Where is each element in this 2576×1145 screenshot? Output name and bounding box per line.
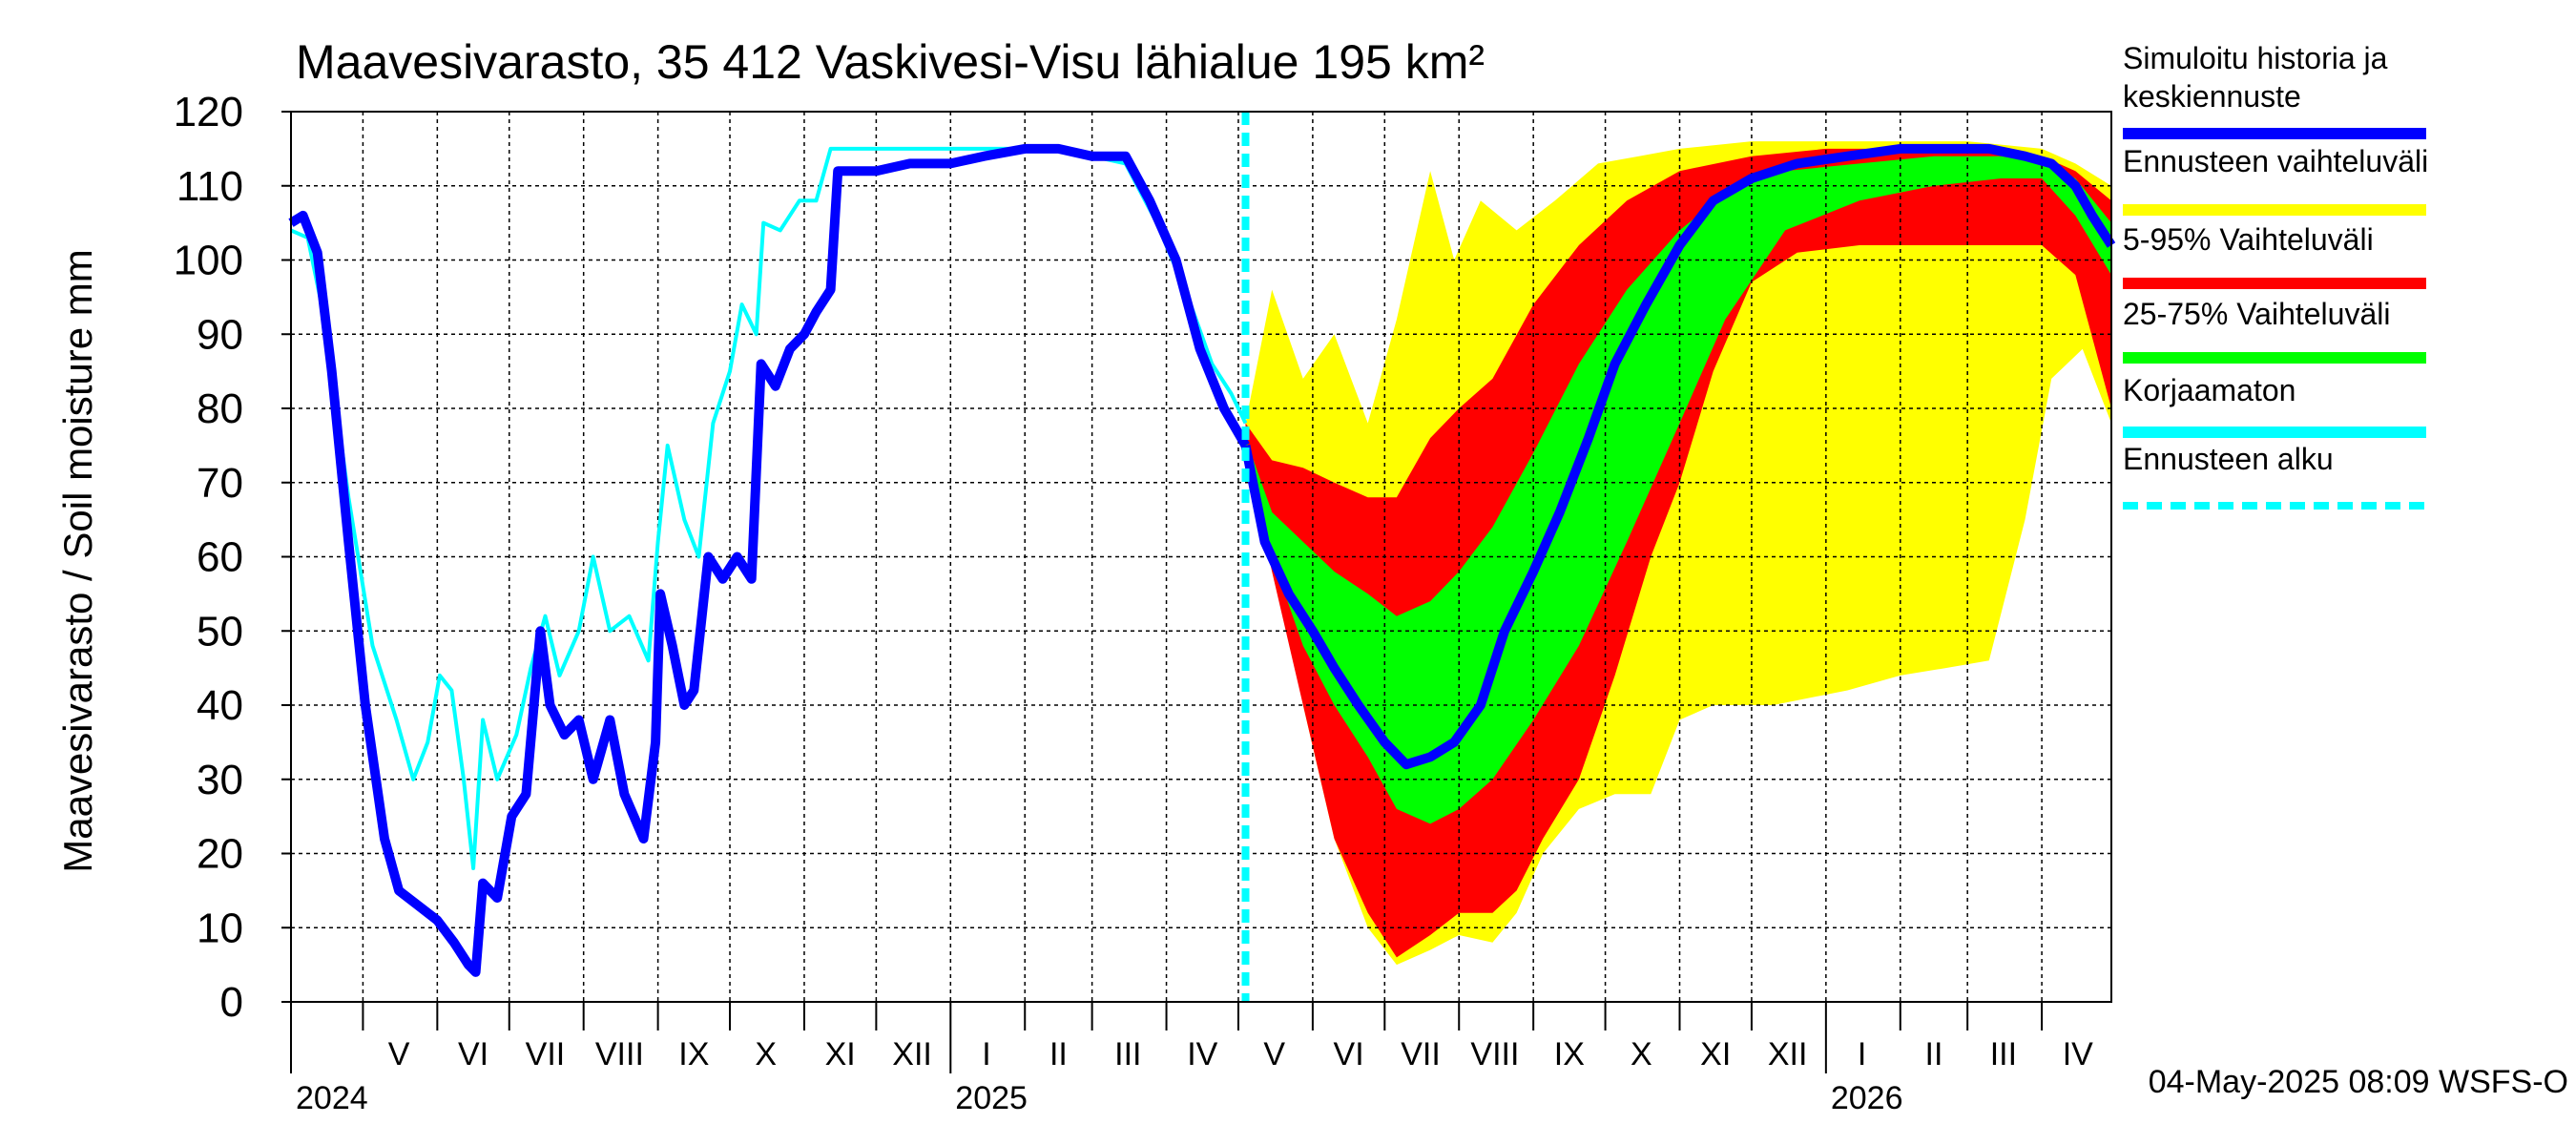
y-tick-label: 30: [197, 757, 243, 803]
legend-label: 5-95% Vaihteluväli: [2123, 222, 2374, 257]
month-label: II: [1049, 1036, 1068, 1072]
y-axis-label: Maavesivarasto / Soil moisture mm: [55, 249, 100, 873]
month-label: VII: [526, 1036, 566, 1072]
chart-title: Maavesivarasto, 35 412 Vaskivesi-Visu lä…: [296, 35, 1485, 89]
month-label: IX: [678, 1036, 709, 1072]
y-tick-label: 10: [197, 905, 243, 951]
year-label: 2026: [1831, 1080, 1903, 1116]
y-tick-label: 100: [174, 238, 243, 284]
month-label: VIII: [595, 1036, 644, 1072]
month-label: IX: [1554, 1036, 1585, 1072]
y-tick-label: 40: [197, 682, 243, 729]
month-label: I: [982, 1036, 990, 1072]
month-label: III: [1114, 1036, 1141, 1072]
grid-lines: [291, 112, 2111, 1002]
month-label: XII: [1768, 1036, 1808, 1072]
legend-label: keskiennuste: [2123, 79, 2301, 114]
y-tick-label: 120: [174, 89, 243, 135]
legend-label: Simuloitu historia ja: [2123, 41, 2388, 75]
month-label: III: [1990, 1036, 2017, 1072]
month-label: X: [1631, 1036, 1652, 1072]
month-label: XI: [825, 1036, 856, 1072]
y-tick-label: 0: [220, 979, 243, 1026]
x-axis: V VI VII VIII IX X XI XII I II III IV V VI VII VIII IX X X…: [290, 1002, 2093, 1116]
y-tick-label: 80: [197, 385, 243, 432]
legend-label: Korjaamaton: [2123, 373, 2296, 407]
month-label: V: [388, 1036, 410, 1072]
band-25-75-area: [1245, 156, 2111, 824]
median-forecast-line: [1240, 143, 2116, 770]
month-label: VIII: [1470, 1036, 1519, 1072]
month-label: X: [755, 1036, 777, 1072]
y-axis: 0 10 20 30 40 50 60 70 80 90 100 110 120: [174, 89, 291, 1026]
legend-label: 25-75% Vaihteluväli: [2123, 297, 2390, 331]
y-tick-label: 50: [197, 608, 243, 655]
y-tick-label: 110: [177, 163, 243, 210]
timestamp: 04-May-2025 08:09 WSFS-O: [2149, 1064, 2568, 1100]
month-label: V: [1263, 1036, 1285, 1072]
month-label: VII: [1401, 1036, 1441, 1072]
y-tick-label: 20: [197, 831, 243, 878]
month-label: VI: [1334, 1036, 1364, 1072]
uncorrected-line: [290, 146, 1248, 870]
month-label: II: [1925, 1036, 1943, 1072]
forecast-bands: [1245, 141, 2111, 966]
month-label: IV: [1187, 1036, 1217, 1072]
year-label: 2025: [955, 1080, 1028, 1116]
legend-label: Ennusteen vaihteluväli: [2123, 144, 2428, 178]
month-label: VI: [458, 1036, 488, 1072]
y-tick-label: 70: [197, 460, 243, 507]
series-lines: [288, 112, 2116, 1002]
month-label: XII: [892, 1036, 932, 1072]
y-tick-label: 90: [197, 311, 243, 358]
month-label: I: [1858, 1036, 1866, 1072]
y-tick-label: 60: [197, 534, 243, 581]
simulated-history-line: [288, 143, 1250, 977]
legend: Simuloitu historia ja keskiennuste Ennuste…: [2123, 41, 2428, 510]
month-label: XI: [1700, 1036, 1731, 1072]
legend-label: Ennusteen alku: [2123, 442, 2334, 476]
month-label: IV: [2063, 1036, 2093, 1072]
year-label: 2024: [296, 1080, 368, 1116]
